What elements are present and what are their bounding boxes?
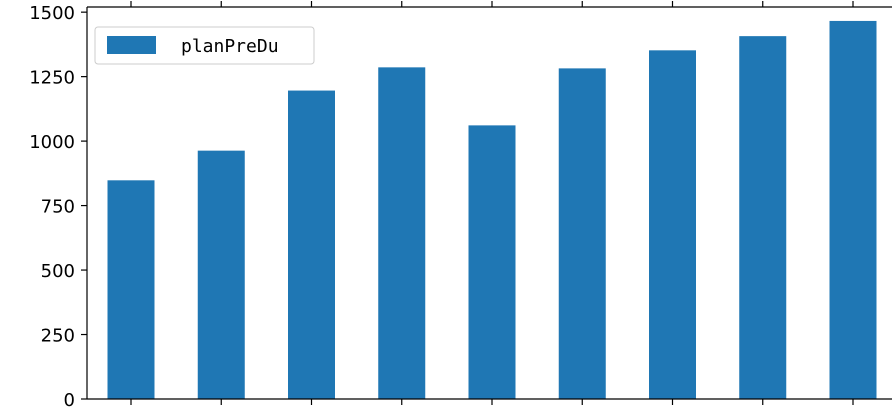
bar-8 <box>829 20 877 400</box>
legend-swatch <box>107 36 156 54</box>
bar-0 <box>107 180 155 399</box>
bar-7 <box>739 36 787 399</box>
legend-label: planPreDu <box>181 36 279 57</box>
ticks-group: 0 250 500 750 1000 1250 1500 <box>29 1 854 411</box>
bar-2 <box>288 90 335 399</box>
bar-4 <box>468 125 516 400</box>
y-tick-label-4: 1000 <box>29 132 75 153</box>
y-tick-label-2: 500 <box>41 261 75 282</box>
bars-group <box>107 20 877 400</box>
y-tick-label-0: 0 <box>64 390 75 411</box>
bar-3 <box>378 67 426 399</box>
bar-5 <box>558 68 606 399</box>
legend: planPreDu <box>94 26 315 65</box>
y-tick-label-3: 750 <box>41 197 75 218</box>
y-tick-label-1: 250 <box>41 326 75 347</box>
y-tick-label-6: 1500 <box>29 3 75 24</box>
bar-6 <box>649 50 696 399</box>
bar-1 <box>197 150 245 399</box>
y-tick-label-5: 1250 <box>29 68 75 89</box>
